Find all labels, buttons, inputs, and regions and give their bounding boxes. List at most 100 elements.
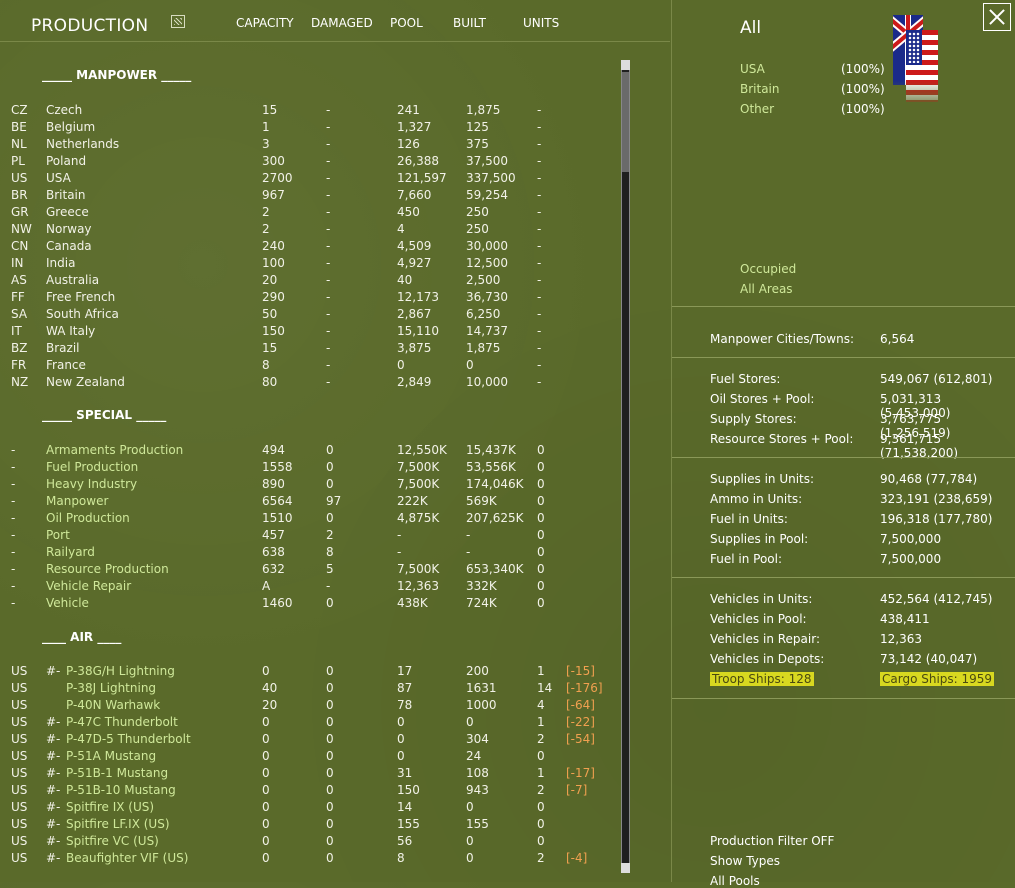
table-row[interactable]: - Vehicle Repair A - 12,363 332K 0 [0,579,620,596]
row-units: 2 [537,732,545,746]
row-name[interactable]: Spitfire IX (US) [66,800,155,814]
table-row[interactable]: US P-38J Lightning 40 0 87 1631 14 [-176] [0,681,620,698]
row-damaged: - [326,290,331,304]
table-row[interactable]: CZ Czech 15 - 241 1,875 - [0,103,620,120]
table-row[interactable]: US #- P-47D-5 Thunderbolt 0 0 0 304 2 [-54] [0,732,620,749]
col-header-units[interactable]: UNITS [523,16,560,30]
table-row[interactable]: AS Australia 20 - 40 2,500 - [0,273,620,290]
row-name[interactable]: Heavy Industry [46,477,138,491]
show-types-toggle[interactable]: Show Types [710,854,781,868]
row-name[interactable]: Spitfire LF.IX (US) [66,817,170,831]
row-name[interactable]: P-40N Warhawk [66,698,161,712]
row-built: 59,254 [466,188,508,202]
row-name[interactable]: Port [46,528,70,542]
table-row[interactable]: IN India 100 - 4,927 12,500 - [0,256,620,273]
row-units: 1 [537,664,545,678]
col-header-pool[interactable]: POOL [390,16,423,30]
row-prefix: #- [46,732,61,746]
row-name[interactable]: Spitfire VC (US) [66,834,159,848]
row-name[interactable]: Railyard [46,545,95,559]
table-row[interactable]: - Vehicle 1460 0 438K 724K 0 [0,596,620,613]
scroll-thumb[interactable] [622,72,629,172]
table-row[interactable]: US #- Spitfire LF.IX (US) 0 0 155 155 0 [0,817,620,834]
production-filter-toggle[interactable]: Production Filter OFF [710,834,835,848]
row-code: - [11,545,16,559]
nation-usa[interactable]: USA [740,62,765,76]
scroll-down-arrow-icon[interactable] [621,863,630,873]
summary-panel [671,0,1015,882]
row-name[interactable]: Beaufighter VIF (US) [66,851,189,865]
table-row[interactable]: IT WA Italy 150 - 15,110 14,737 - [0,324,620,341]
table-row[interactable]: - Resource Production 632 5 7,500K 653,340K 0 [0,562,620,579]
close-button[interactable] [983,3,1011,31]
table-row[interactable]: CN Canada 240 - 4,509 30,000 - [0,239,620,256]
all-pools-toggle[interactable]: All Pools [710,874,760,888]
row-deficit: [-54] [566,732,595,746]
table-row[interactable]: US #- Beaufighter VIF (US) 0 0 8 0 2 [-4] [0,851,620,868]
row-name[interactable]: Vehicle Repair [46,579,132,593]
table-row[interactable]: US #- P-38G/H Lightning 0 0 17 200 1 [-15] [0,664,620,681]
row-built: 375 [466,137,489,151]
all-areas-link[interactable]: All Areas [740,282,793,296]
scrollbar[interactable] [621,60,630,873]
table-row[interactable]: BR Britain 967 - 7,660 59,254 - [0,188,620,205]
table-row[interactable]: US #- P-51B-1 Mustang 0 0 31 108 1 [-17] [0,766,620,783]
nation-other[interactable]: Other [740,102,775,116]
row-damaged: 0 [326,698,334,712]
row-name[interactable]: P-38J Lightning [66,681,157,695]
table-row[interactable]: NZ New Zealand 80 - 2,849 10,000 - [0,375,620,392]
row-deficit: [-64] [566,698,595,712]
table-row[interactable]: - Armaments Production 494 0 12,550K 15,437K 0 [0,443,620,460]
row-name[interactable]: P-51A Mustang [66,749,157,763]
filter-icon[interactable] [171,15,185,28]
row-name[interactable]: P-51B-1 Mustang [66,766,169,780]
table-row[interactable]: US #- P-51A Mustang 0 0 0 24 0 [0,749,620,766]
table-row[interactable]: PL Poland 300 - 26,388 37,500 - [0,154,620,171]
table-row[interactable]: US #- P-51B-10 Mustang 0 0 150 943 2 [-7] [0,783,620,800]
table-row[interactable]: US #- P-47C Thunderbolt 0 0 0 0 1 [-22] [0,715,620,732]
table-row[interactable]: NW Norway 2 - 4 250 - [0,222,620,239]
table-row[interactable]: FF Free French 290 - 12,173 36,730 - [0,290,620,307]
table-row[interactable]: NL Netherlands 3 - 126 375 - [0,137,620,154]
occupied-link[interactable]: Occupied [740,262,797,276]
row-damaged: - [326,205,331,219]
row-name[interactable]: P-38G/H Lightning [66,664,175,678]
table-row[interactable]: - Manpower 6564 97 222K 569K 0 [0,494,620,511]
row-name[interactable]: Oil Production [46,511,130,525]
row-name: Czech [46,103,83,117]
table-row[interactable]: FR France 8 - 0 0 - [0,358,620,375]
nation-britain-pct: (100%) [841,82,885,96]
row-damaged: 0 [326,596,334,610]
row-name[interactable]: Armaments Production [46,443,184,457]
table-row[interactable]: - Oil Production 1510 0 4,875K 207,625K 0 [0,511,620,528]
table-row[interactable]: US P-40N Warhawk 20 0 78 1000 4 [-64] [0,698,620,715]
row-code: US [11,783,28,797]
row-units: - [537,137,542,151]
nation-britain[interactable]: Britain [740,82,780,96]
row-code: BR [11,188,28,202]
table-row[interactable]: BE Belgium 1 - 1,327 125 - [0,120,620,137]
row-name[interactable]: P-47C Thunderbolt [66,715,178,729]
table-row[interactable]: GR Greece 2 - 450 250 - [0,205,620,222]
table-row[interactable]: BZ Brazil 15 - 3,875 1,875 - [0,341,620,358]
table-row[interactable]: US USA 2700 - 121,597 337,500 - [0,171,620,188]
table-row[interactable]: SA South Africa 50 - 2,867 6,250 - [0,307,620,324]
row-name[interactable]: Manpower [46,494,109,508]
row-code: US [11,715,28,729]
row-name[interactable]: Fuel Production [46,460,139,474]
col-header-capacity[interactable]: CAPACITY [236,16,294,30]
row-damaged: - [326,324,331,338]
col-header-damaged[interactable]: DAMAGED [311,16,373,30]
table-row[interactable]: - Port 457 2 - - 0 [0,528,620,545]
table-row[interactable]: US #- Spitfire IX (US) 0 0 14 0 0 [0,800,620,817]
table-row[interactable]: US #- Spitfire VC (US) 0 0 56 0 0 [0,834,620,851]
row-name[interactable]: Resource Production [46,562,169,576]
scroll-up-arrow-icon[interactable] [621,60,630,70]
table-row[interactable]: - Heavy Industry 890 0 7,500K 174,046K 0 [0,477,620,494]
table-row[interactable]: - Railyard 638 8 - - 0 [0,545,620,562]
table-row[interactable]: - Fuel Production 1558 0 7,500K 53,556K 0 [0,460,620,477]
row-name[interactable]: Vehicle [46,596,89,610]
col-header-built[interactable]: BUILT [453,16,486,30]
row-name[interactable]: P-47D-5 Thunderbolt [66,732,191,746]
row-name[interactable]: P-51B-10 Mustang [66,783,176,797]
